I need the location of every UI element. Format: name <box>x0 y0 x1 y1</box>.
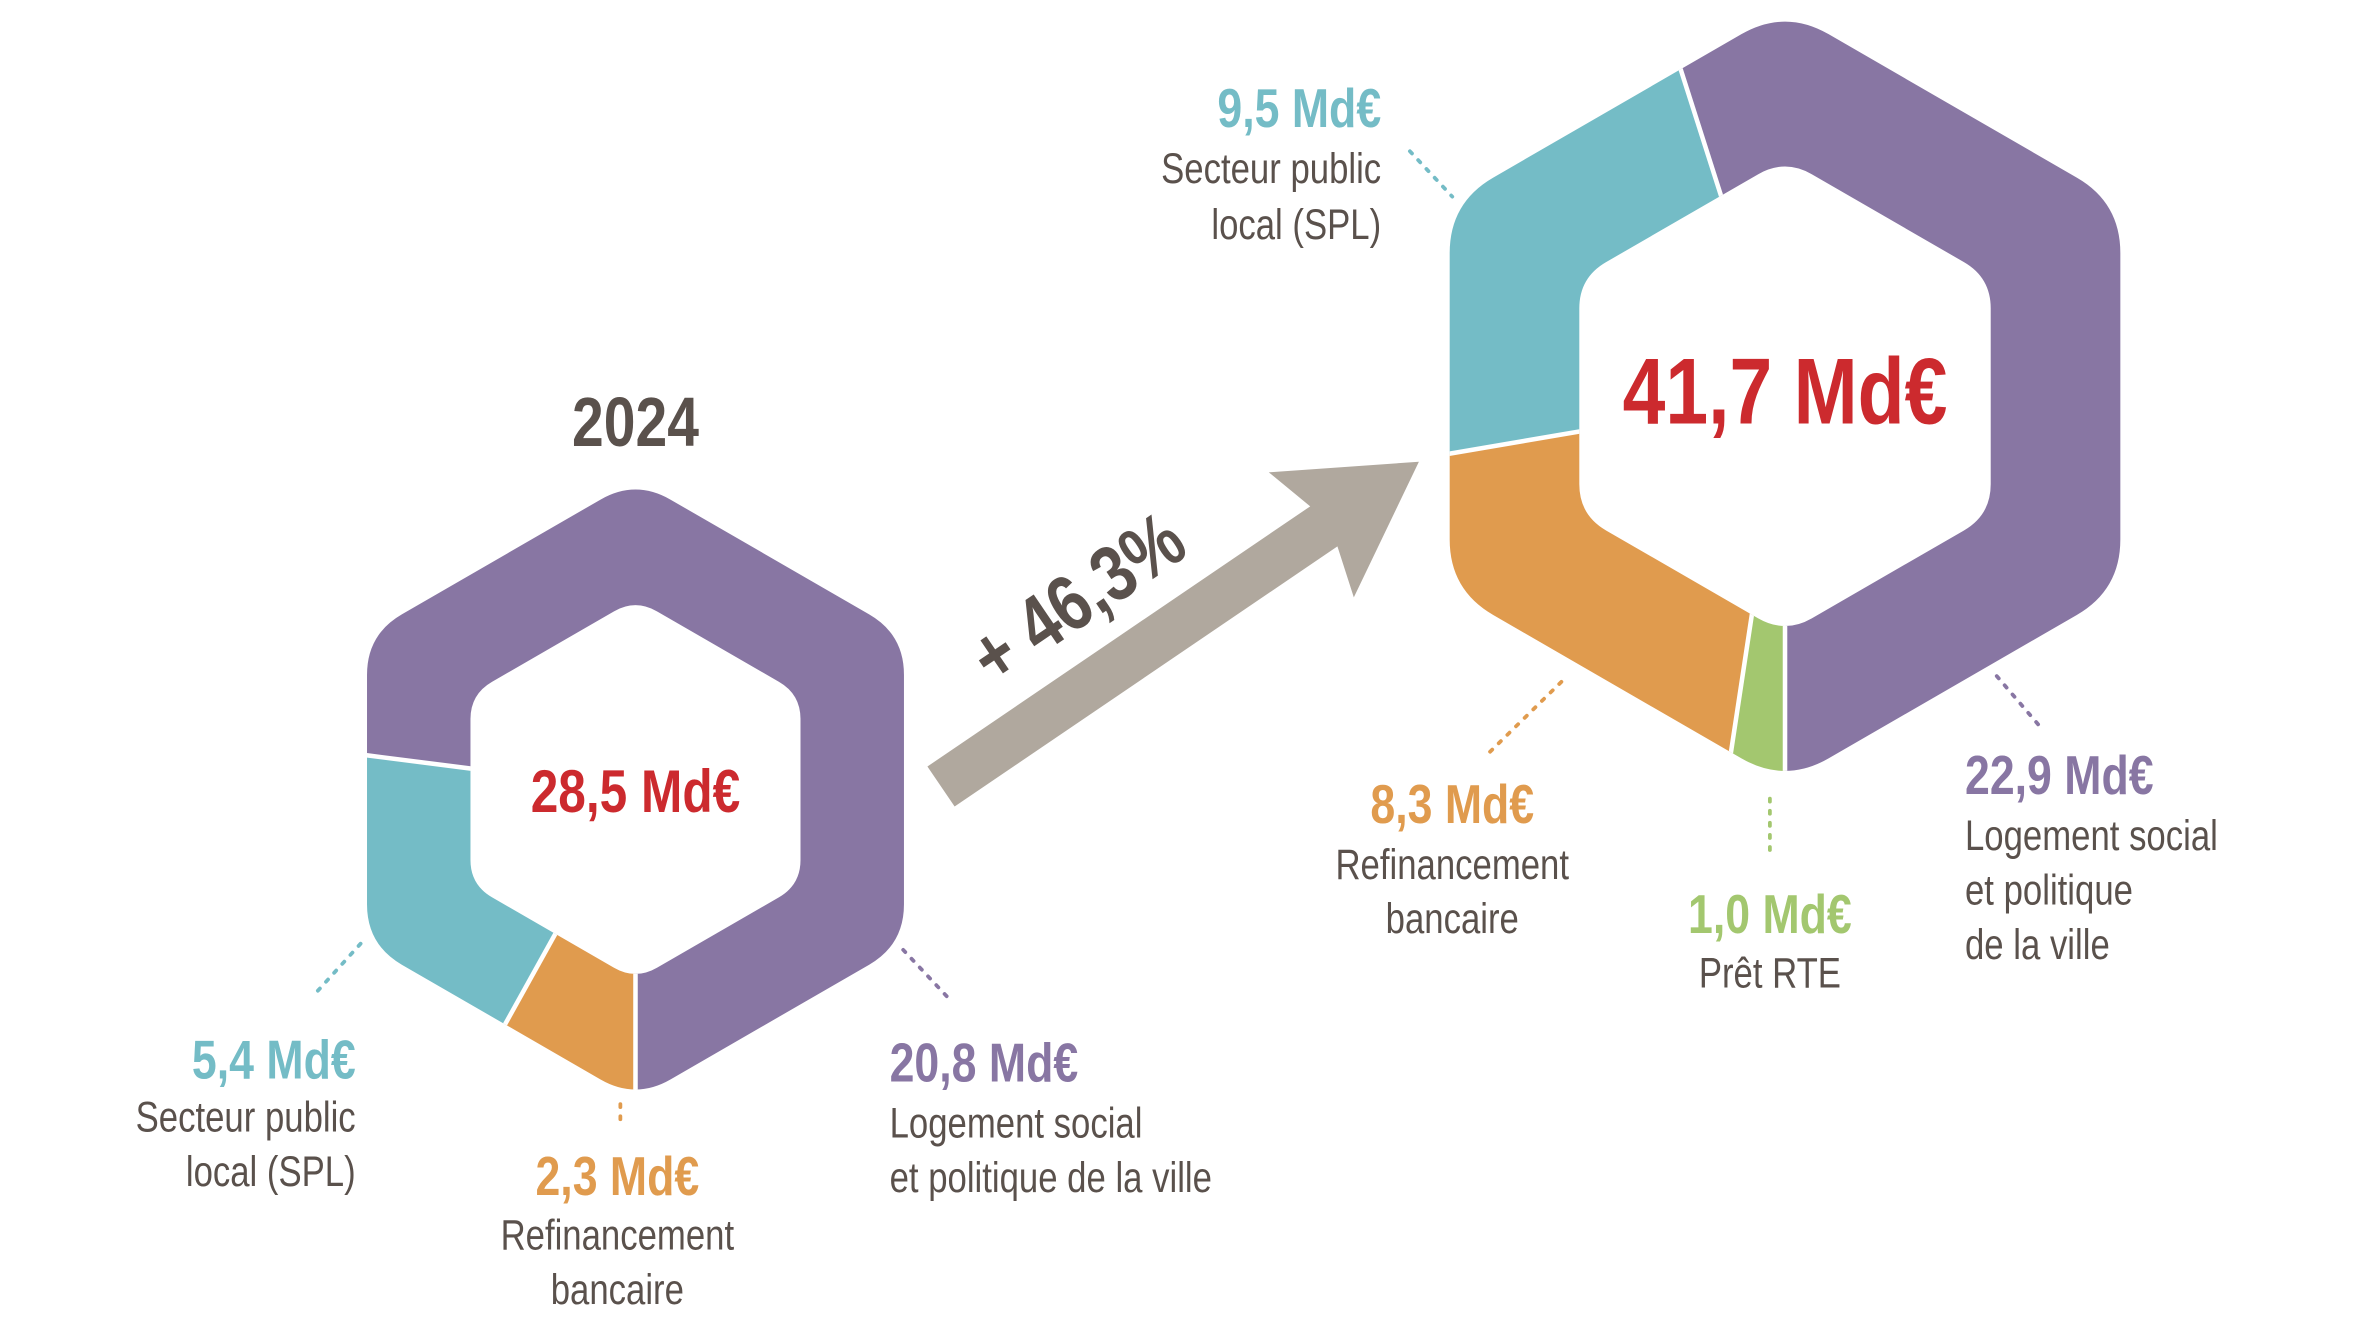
value-label: 2,3 Md€ <box>535 1146 699 1207</box>
label-logement-total: 22,9 Md€ Logement social et politique de… <box>1965 745 2218 969</box>
category-label: bancaire <box>1386 896 1519 943</box>
label-refinancement-total: 8,3 Md€ Refinancement bancaire <box>1335 774 1569 943</box>
label-spl-total: 9,5 Md€ Secteur public local (SPL) <box>1161 78 1381 249</box>
leader-line <box>901 947 951 1001</box>
value-label: 1,0 Md€ <box>1688 884 1852 945</box>
total-label-2025: 41,7 Md€ <box>1623 339 1948 444</box>
arrow-shape <box>927 461 1419 807</box>
category-label: bancaire <box>551 1267 684 1314</box>
category-label: Secteur public <box>1161 146 1381 193</box>
label-refinancement-2024: 2,3 Md€ Refinancement bancaire <box>501 1146 735 1314</box>
total-label-2024: 28,5 Md€ <box>531 758 741 826</box>
chart-title-2024: 2024 <box>572 384 699 462</box>
leader-line <box>1488 675 1568 754</box>
value-label: 5,4 Md€ <box>192 1029 356 1090</box>
category-label: Prêt RTE <box>1699 950 1841 997</box>
growth-arrow <box>927 461 1419 807</box>
value-label: 8,3 Md€ <box>1370 774 1534 835</box>
category-label: Secteur public <box>136 1094 356 1141</box>
category-label: et politique de la ville <box>890 1155 1212 1202</box>
leader-line <box>1994 674 2045 731</box>
category-label: local (SPL) <box>186 1149 356 1196</box>
value-label: 22,9 Md€ <box>1965 745 2154 806</box>
leader-line <box>1408 149 1455 199</box>
category-label: et politique <box>1965 867 2133 914</box>
value-label: 20,8 Md€ <box>890 1032 1079 1093</box>
leader-line <box>315 938 366 993</box>
category-label: de la ville <box>1965 922 2110 969</box>
label-logement-2024: 20,8 Md€ Logement social et politique de… <box>890 1032 1212 1201</box>
category-label: Refinancement <box>1335 842 1569 889</box>
category-label: local (SPL) <box>1211 202 1381 249</box>
label-spl-2024: 5,4 Md€ Secteur public local (SPL) <box>136 1029 356 1195</box>
category-label: Refinancement <box>501 1212 735 1259</box>
category-label: Logement social <box>1965 813 2218 860</box>
label-pret-rte-total: 1,0 Md€ Prêt RTE <box>1688 884 1852 998</box>
value-label: 9,5 Md€ <box>1217 78 1381 139</box>
category-label: Logement social <box>890 1100 1143 1147</box>
